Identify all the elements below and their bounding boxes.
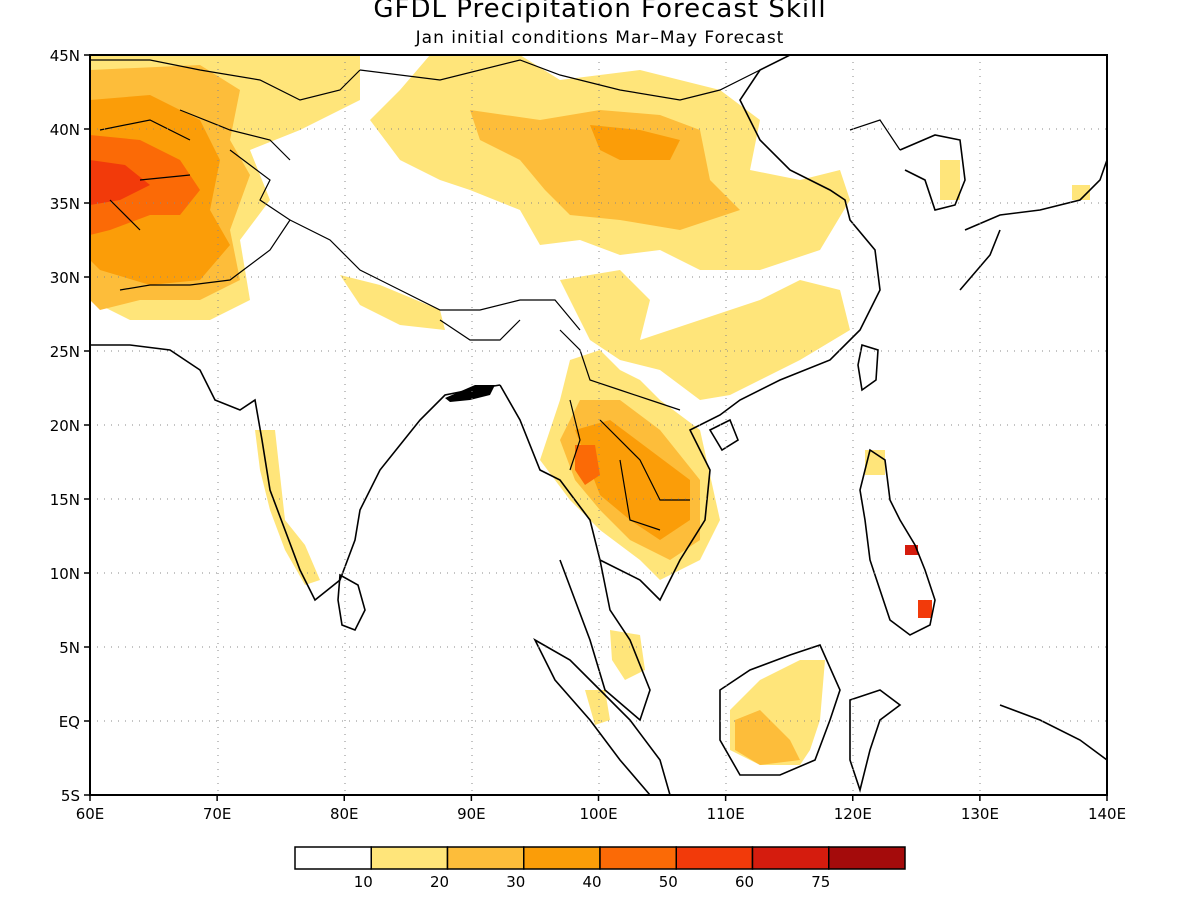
colorbar-label: 75 [811, 873, 830, 891]
longitude-axis: 60E 70E 80E 90E 100E 110E 120E 130E 140E [76, 795, 1126, 823]
coastline-korea [899, 134, 966, 211]
colorbar-swatch [828, 846, 906, 870]
colorbar-swatch [675, 846, 754, 870]
colorbar-swatch [523, 846, 601, 870]
skill-shading [90, 55, 1090, 765]
coastline-indochina [499, 55, 881, 722]
lon-label: 120E [834, 805, 872, 823]
lat-label: 25N [50, 343, 80, 361]
skill-region-india-10 [255, 430, 320, 585]
skill-region-philippines-60 [918, 600, 932, 618]
coastline-india [90, 344, 501, 602]
colorbar-label: 40 [582, 873, 601, 891]
colorbar-label: 60 [735, 873, 754, 891]
skill-region-indochina-40 [575, 445, 600, 485]
border-korea [849, 119, 901, 151]
lat-label: 40N [50, 121, 80, 139]
map-subtitle: Jan initial conditions Mar–May Forecast [415, 28, 785, 48]
lat-label: 20N [50, 417, 80, 435]
lon-label: 80E [330, 805, 359, 823]
grid-lines [90, 55, 1107, 795]
lat-label: 15N [50, 491, 80, 509]
skill-region-japan-10 [1072, 185, 1090, 200]
coastline-sumatra [533, 637, 671, 795]
lon-label: 140E [1088, 805, 1126, 823]
skill-region-central-asia-50 [90, 160, 150, 205]
skill-region-philippines-75 [905, 545, 918, 555]
colorbar-swatch [599, 846, 677, 870]
lat-label: 35N [50, 195, 80, 213]
colorbar-swatch [751, 846, 830, 870]
colorbar-swatch [294, 846, 372, 870]
coastline-taiwan [857, 343, 879, 392]
skill-region-malaya-10 [610, 630, 645, 680]
lon-label: 70E [203, 805, 232, 823]
lat-label: 5N [59, 639, 80, 657]
border-mongolia [359, 59, 761, 101]
skill-region-indochina-30 [575, 420, 690, 540]
coastline-philippines [859, 448, 936, 636]
lat-label: 45N [50, 47, 80, 65]
colorbar-swatch [446, 846, 525, 870]
map-title: GFDL Precipitation Forecast Skill [373, 0, 827, 24]
border-himalaya [289, 219, 581, 341]
colorbar: 10 20 30 40 50 60 75 [294, 846, 906, 891]
skill-region-south-china-10 [560, 270, 850, 400]
skill-region-tibet-30 [590, 125, 680, 160]
skill-region-sumatra-10 [585, 690, 610, 725]
lon-label: 90E [457, 805, 486, 823]
lat-label: 30N [50, 269, 80, 287]
skill-region-korea-10 [940, 160, 960, 200]
coastline-hainan [708, 418, 739, 452]
lat-label: 5S [61, 787, 80, 805]
coastline-new-guinea [999, 704, 1107, 761]
border-indochina [559, 329, 690, 531]
skill-region-india-nw [340, 275, 445, 330]
colorbar-swatch [370, 846, 449, 870]
lon-label: 60E [76, 805, 105, 823]
lat-label: EQ [59, 713, 80, 731]
colorbar-label: 50 [659, 873, 678, 891]
colorbar-label: 20 [430, 873, 449, 891]
lon-label: 100E [579, 805, 617, 823]
coastlines [90, 55, 1107, 795]
coastline-sri-lanka [337, 573, 366, 632]
coastline-japan [959, 159, 1107, 291]
country-borders [90, 59, 901, 531]
coastline-sulawesi [849, 689, 902, 793]
latitude-axis: 45N 40N 35N 30N 25N 20N 15N 10N 5N EQ 5S [50, 47, 90, 805]
lon-label: 110E [707, 805, 745, 823]
colorbar-label: 30 [506, 873, 525, 891]
lat-label: 10N [50, 565, 80, 583]
bangladesh-delta [445, 385, 495, 402]
skill-region-borneo-20 [735, 710, 800, 765]
lon-label: 130E [961, 805, 999, 823]
border-central-asia [90, 59, 361, 291]
colorbar-label: 10 [354, 873, 373, 891]
coastline-borneo [719, 644, 841, 776]
